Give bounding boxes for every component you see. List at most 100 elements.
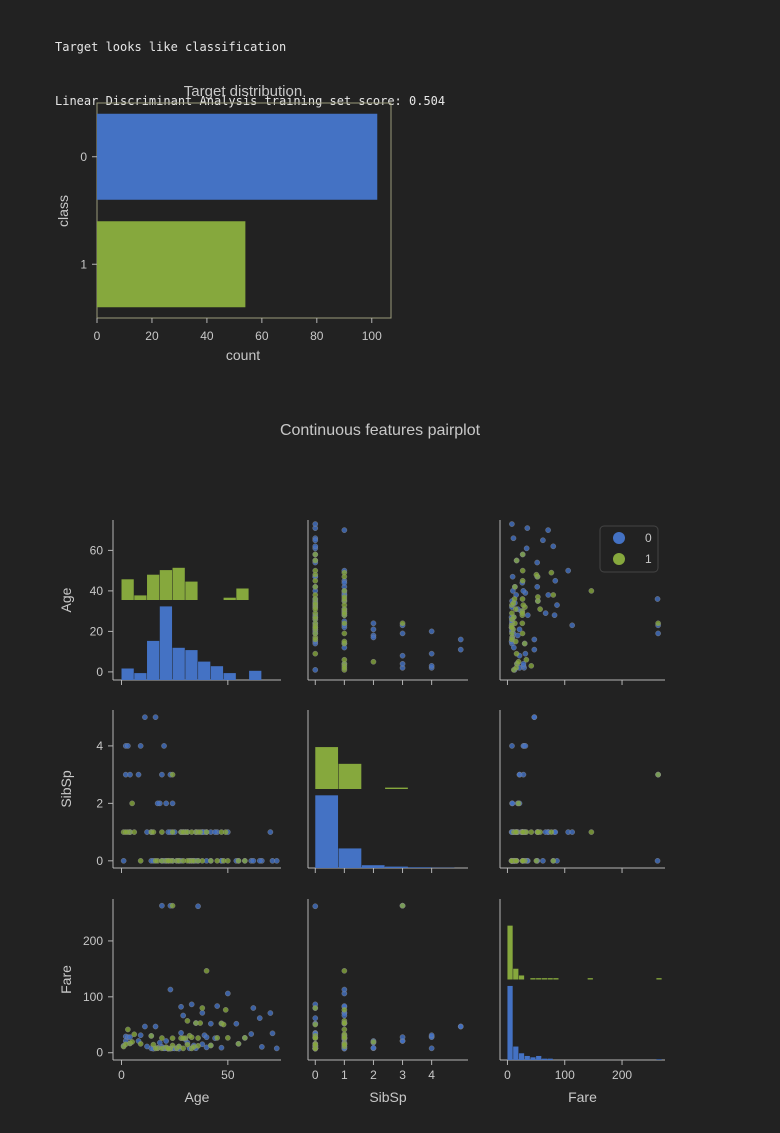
hist-bar-class-0	[530, 1057, 536, 1060]
scatter-point-class-0	[520, 771, 527, 778]
scatter-point-class-0	[195, 903, 201, 910]
scatter-point-class-0	[161, 743, 167, 749]
scatter-point-class-1	[195, 858, 201, 864]
scatter-point-class-1	[515, 658, 522, 665]
scatter-point-class-0	[545, 527, 551, 533]
ytick-label: 60	[90, 543, 104, 557]
bar-xtick-label: 80	[310, 329, 324, 343]
scatter-point-class-0	[370, 1045, 377, 1051]
xtick-label: 1	[341, 1068, 348, 1082]
scatter-point-class-1	[519, 610, 526, 616]
scatter-point-class-0	[137, 1032, 144, 1039]
scatter-point-class-1	[197, 1020, 203, 1026]
hist-bar-class-0	[408, 867, 432, 868]
scatter-point-class-1	[150, 829, 157, 835]
legend-marker-class-0	[613, 532, 625, 544]
ytick-label: 40	[90, 584, 104, 598]
scatter-point-class-1	[312, 606, 319, 612]
scatter-point-class-0	[531, 646, 538, 653]
ytick-label: 20	[90, 624, 104, 638]
hist-bar-class-1	[587, 978, 593, 980]
bar-chart-title: Target distribution	[184, 83, 302, 100]
scatter-point-class-1	[312, 624, 319, 631]
scatter-point-class-1	[184, 1018, 191, 1024]
scatter-point-class-1	[341, 638, 348, 645]
ytick-label: 0	[96, 665, 103, 679]
bar-ytick-label: 0	[80, 150, 87, 164]
scatter-point-class-1	[537, 606, 543, 612]
scatter-point-class-0	[163, 1038, 169, 1044]
scatter-point-class-1	[520, 602, 527, 608]
ylabel-fare: Fare	[58, 965, 74, 994]
scatter-point-class-1	[235, 858, 242, 864]
scatter-point-class-0	[250, 1005, 257, 1011]
scatter-point-class-0	[142, 1023, 148, 1030]
hist-bar-class-0	[198, 661, 211, 680]
scatter-point-class-1	[148, 1033, 155, 1039]
scatter-point-class-0	[259, 1044, 265, 1050]
scatter-point-class-0	[399, 660, 406, 667]
scatter-point-class-0	[428, 650, 435, 657]
scatter-point-class-0	[540, 858, 546, 864]
scatter-point-class-1	[203, 968, 210, 974]
scatter-point-class-0	[522, 650, 529, 657]
scatter-point-class-0	[154, 800, 161, 807]
scatter-point-class-0	[531, 714, 538, 720]
scatter-point-class-0	[203, 1034, 210, 1041]
scatter-point-class-1	[519, 596, 526, 602]
hist-bar-class-0	[338, 848, 362, 868]
scatter-point-class-0	[551, 612, 558, 618]
scatter-point-class-0	[137, 743, 144, 749]
scatter-point-class-0	[225, 990, 231, 997]
ytick-label: 100	[83, 990, 103, 1004]
scatter-point-class-0	[144, 1043, 150, 1050]
scatter-point-class-1	[370, 658, 377, 665]
hist-bar-class-0	[172, 647, 185, 680]
scatter-point-class-0	[273, 1045, 280, 1052]
xtick-label: 0	[312, 1068, 319, 1082]
scatter-point-class-1	[512, 638, 519, 645]
scatter-point-class-1	[312, 584, 319, 590]
scatter-point-class-1	[208, 1042, 214, 1049]
scatter-point-class-0	[178, 1003, 184, 1010]
scatter-point-class-0	[312, 537, 319, 544]
scatter-point-class-0	[233, 1020, 240, 1027]
scatter-point-class-0	[256, 1015, 263, 1021]
scatter-point-class-1	[165, 858, 172, 864]
scatter-point-class-0	[520, 588, 527, 594]
scatter-point-class-1	[512, 606, 519, 612]
hist-bar-class-1	[541, 978, 548, 980]
scatter-point-class-0	[159, 771, 165, 778]
scatter-point-class-1	[150, 1041, 157, 1048]
scatter-point-class-1	[341, 573, 348, 580]
scatter-point-class-1	[399, 620, 406, 627]
scatter-point-class-0	[520, 660, 527, 667]
scatter-point-class-1	[312, 650, 319, 657]
ylabel-sibsp: SibSp	[58, 770, 74, 808]
scatter-point-class-1	[131, 1031, 138, 1038]
hist-bar-class-1	[147, 574, 160, 600]
scatter-point-class-0	[565, 567, 571, 574]
pairplot-cell-fare-sibsp: 0 1 2 3 4 SibSp	[307, 899, 468, 1105]
scatter-point-class-1	[122, 1041, 129, 1048]
scatter-point-class-1	[312, 596, 319, 602]
scatter-point-class-0	[169, 800, 176, 807]
scatter-point-class-1	[341, 1020, 348, 1026]
hist-bar-class-1	[385, 787, 408, 789]
pairplot-title: Continuous features pairplot	[280, 422, 481, 439]
scatter-point-class-1	[312, 557, 319, 564]
scatter-point-class-1	[370, 1039, 377, 1045]
scatter-point-class-1	[312, 1041, 319, 1048]
scatter-point-class-1	[535, 829, 541, 835]
hist-bar-class-1	[185, 581, 198, 600]
scatter-point-class-0	[341, 527, 348, 533]
scatter-point-class-0	[312, 667, 319, 673]
scatter-point-class-1	[399, 902, 406, 909]
ytick-label: 4	[96, 739, 103, 753]
scatter-point-class-1	[341, 1026, 348, 1033]
scatter-point-class-0	[178, 1030, 184, 1036]
scatter-point-class-1	[515, 800, 522, 807]
hist-bar-class-0	[185, 650, 198, 680]
scatter-point-class-1	[511, 596, 518, 602]
scatter-point-class-1	[520, 829, 527, 835]
